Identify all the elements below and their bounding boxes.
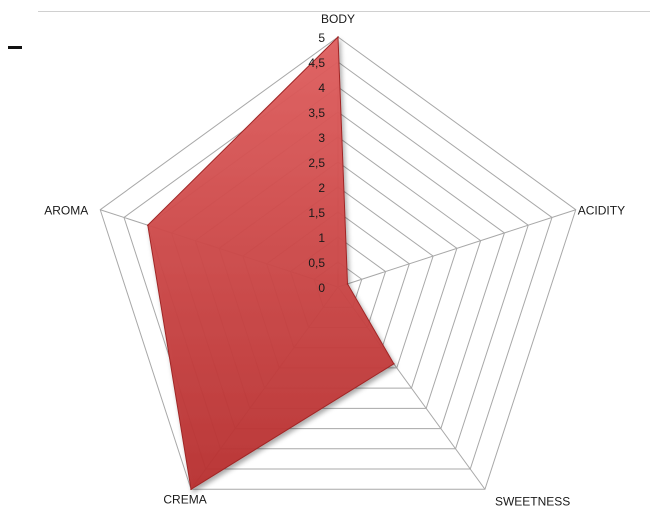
- axis-label-crema: CREMA: [163, 492, 206, 506]
- tick-label: 4,5: [308, 56, 325, 70]
- tick-label: 2,5: [308, 156, 325, 170]
- data-point-aroma: [146, 224, 149, 226]
- tick-label: 1,5: [308, 206, 325, 220]
- axis-label-body: BODY: [321, 12, 355, 26]
- tick-label: 0,5: [308, 256, 325, 270]
- spoke-acidity: [337, 209, 576, 288]
- data-point-acidity: [346, 283, 349, 285]
- tick-label: 4: [318, 81, 325, 95]
- axis-label-sweetness: SWEETNESS: [495, 494, 570, 508]
- top-divider: [38, 11, 650, 12]
- tick-label: 5: [318, 31, 325, 45]
- radar-series: [146, 35, 395, 491]
- axis-label-aroma: AROMA: [44, 204, 88, 218]
- data-point-sweetness: [393, 363, 395, 365]
- grid-ring: [123, 61, 553, 470]
- data-point-body: [337, 36, 339, 38]
- grid-ring: [99, 36, 577, 490]
- tick-label: 3: [318, 131, 325, 145]
- tick-label: 1: [318, 231, 325, 245]
- dash-mark: [8, 46, 22, 49]
- tick-label: 0: [318, 281, 325, 295]
- axis-label-acidity: ACIDITY: [578, 204, 625, 218]
- radar-axis-labels: BODY ACIDITY SWEETNESS CREMA AROMA: [44, 12, 625, 508]
- radar-tick-labels: 0 0,5 1 1,5 2 2,5 3 3,5 4 4,5 5: [308, 31, 325, 295]
- tick-label: 2: [318, 181, 325, 195]
- data-point-crema: [190, 488, 192, 491]
- tick-label: 3,5: [308, 106, 325, 120]
- series-area-0: [147, 35, 395, 491]
